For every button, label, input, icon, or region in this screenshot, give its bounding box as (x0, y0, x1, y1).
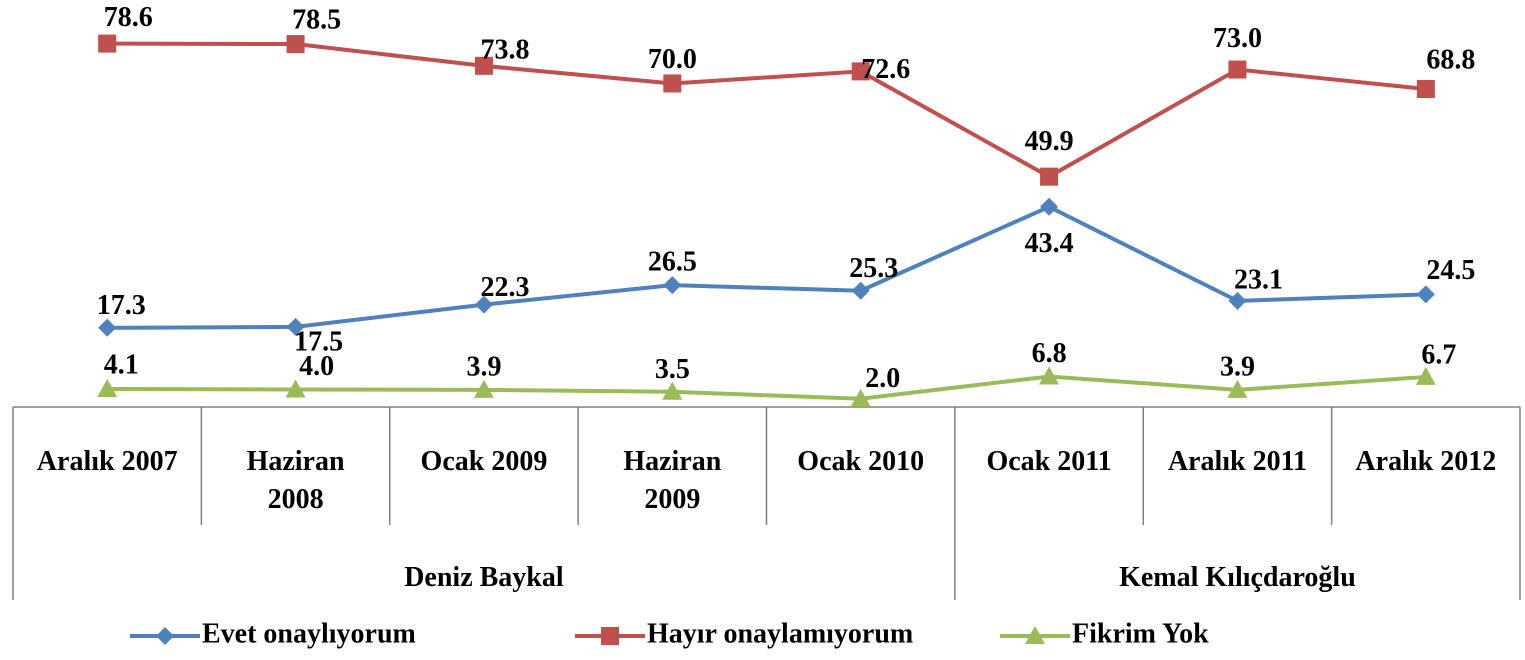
data-point (474, 295, 493, 314)
data-label: 78.5 (292, 4, 341, 35)
data-label: 4.1 (104, 349, 139, 380)
data-point (1228, 60, 1247, 79)
data-label: 3.5 (655, 354, 690, 385)
data-label: 49.9 (1025, 126, 1074, 157)
data-point (474, 56, 493, 75)
legend-label: Fikrim Yok (1072, 618, 1209, 649)
data-point (98, 318, 117, 337)
x-tick-label: Ocak 2010 (797, 446, 925, 477)
x-tick-label: Haziran 2009 (623, 446, 722, 515)
x-tick-label: Haziran 2008 (246, 446, 345, 515)
data-point (285, 379, 306, 398)
data-label: 73.8 (480, 34, 529, 65)
data-label: 6.8 (1032, 338, 1067, 369)
data-label: 70.0 (648, 44, 697, 75)
series-line (107, 374, 1426, 401)
group-label: Deniz Baykal (404, 562, 564, 593)
data-point (1415, 366, 1436, 385)
data-point (98, 34, 117, 53)
legend-marker (1025, 626, 1045, 644)
data-point (851, 62, 870, 81)
data-point (286, 317, 305, 336)
data-label: 6.7 (1421, 339, 1456, 370)
data-label: 43.4 (1025, 228, 1074, 259)
x-tick-label: Aralık 2011 (1167, 446, 1308, 477)
x-tick-label: Aralık 2012 (1355, 446, 1497, 477)
data-label: 24.5 (1426, 255, 1475, 286)
data-point (663, 74, 682, 93)
series-line (107, 41, 1427, 179)
data-point (662, 381, 683, 400)
data-label: 68.8 (1426, 44, 1475, 75)
data-point (851, 281, 870, 300)
data-point (97, 378, 118, 397)
data-label: 2.0 (865, 363, 900, 394)
data-point (850, 388, 871, 407)
data-label: 73.0 (1213, 23, 1262, 54)
data-point (473, 379, 494, 398)
data-point (1039, 366, 1060, 385)
group-label: Kemal Kılıçdaroğlu (1119, 562, 1356, 593)
data-label: 72.6 (861, 54, 910, 85)
data-label: 17.3 (97, 290, 146, 321)
legend-label: Hayır onaylamıyorum (647, 618, 913, 649)
legend-marker (601, 627, 619, 645)
x-tick-label: Aralık 2007 (36, 446, 178, 477)
series-line (107, 204, 1426, 330)
data-label: 23.1 (1234, 264, 1283, 295)
data-label: 78.6 (104, 2, 153, 33)
data-point (1040, 197, 1059, 216)
data-label: 3.9 (466, 351, 501, 382)
data-point (1416, 285, 1435, 304)
data-point (286, 35, 305, 54)
legend-marker (156, 627, 174, 645)
data-label: 22.3 (480, 272, 529, 303)
data-label: 17.5 (294, 326, 343, 357)
data-label: 25.3 (849, 253, 898, 284)
data-label: 3.9 (1220, 351, 1255, 382)
data-label: 26.5 (648, 247, 697, 278)
legend-label: Evet onaylıyorum (202, 618, 416, 649)
data-point (1228, 291, 1247, 310)
data-point (1040, 167, 1059, 186)
data-label: 4.0 (299, 351, 334, 382)
data-point (663, 276, 682, 295)
x-tick-label: Ocak 2011 (986, 446, 1112, 477)
data-point (1227, 379, 1248, 398)
x-tick-label: Ocak 2009 (420, 446, 548, 477)
data-point (1416, 80, 1435, 99)
